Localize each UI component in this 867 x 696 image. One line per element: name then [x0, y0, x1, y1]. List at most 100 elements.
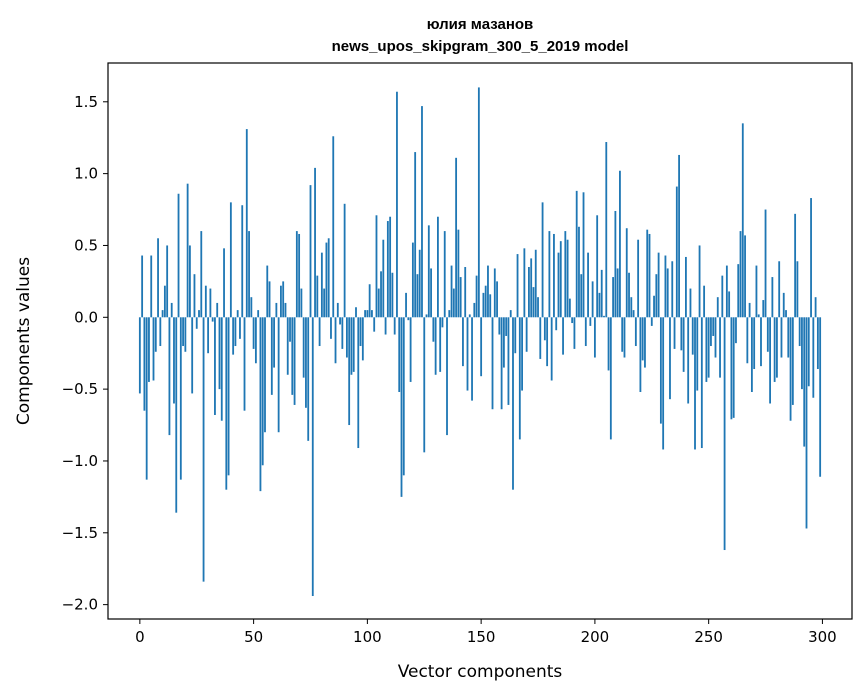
bar [671, 261, 674, 318]
bar [502, 317, 505, 368]
bar [166, 245, 169, 318]
bar [778, 261, 781, 318]
bar [662, 317, 665, 450]
bar [735, 317, 737, 344]
bar [776, 317, 778, 378]
bar [678, 154, 680, 318]
y-tick-label: 0.0 [74, 308, 98, 326]
bar [350, 317, 353, 375]
bar [609, 317, 612, 440]
bar [352, 317, 355, 372]
bar [421, 106, 423, 318]
bar [573, 317, 576, 349]
bar [364, 310, 367, 318]
bar [273, 317, 275, 368]
bar [773, 317, 776, 382]
bar [175, 317, 178, 513]
bar [307, 317, 310, 441]
bar [571, 317, 574, 324]
bar [138, 317, 141, 394]
bar [323, 288, 326, 318]
bar [814, 297, 817, 318]
bar [361, 317, 364, 361]
bar [675, 186, 678, 318]
bar [261, 317, 264, 466]
bar [475, 275, 478, 318]
bar [812, 317, 815, 398]
x-tick-label: 300 [808, 628, 837, 646]
bar [252, 317, 255, 349]
bar [282, 281, 285, 318]
bar [375, 215, 378, 318]
bar [336, 302, 339, 318]
bar [589, 317, 592, 326]
bar [764, 209, 767, 318]
bar [466, 317, 469, 391]
bar [200, 231, 203, 318]
bar [455, 157, 458, 318]
bar [405, 292, 407, 318]
bar [803, 317, 806, 447]
bar [496, 281, 498, 318]
bar [753, 317, 756, 370]
bar [170, 302, 173, 318]
bar [500, 317, 503, 410]
bar [719, 317, 721, 378]
bar [691, 317, 694, 355]
bar [248, 231, 250, 318]
bar [284, 302, 287, 318]
bar [525, 317, 528, 352]
bar [243, 317, 246, 411]
x-tick-label: 100 [353, 628, 382, 646]
y-tick-label: −1.0 [62, 452, 98, 470]
bar [553, 233, 555, 318]
bar [254, 317, 257, 364]
bar [537, 297, 539, 318]
bar [739, 231, 742, 318]
bar [402, 317, 405, 476]
bar [584, 317, 587, 347]
bar [516, 254, 519, 318]
bar [368, 284, 371, 318]
bar [311, 317, 314, 597]
bar [348, 317, 351, 426]
bar [614, 210, 617, 318]
bar [782, 292, 785, 318]
bar [236, 310, 239, 318]
bar [482, 292, 485, 318]
bar [152, 317, 155, 381]
bar [330, 317, 332, 339]
bar [741, 123, 744, 318]
bar [234, 317, 237, 347]
bar [528, 267, 530, 318]
bar [159, 317, 162, 347]
bar [423, 317, 426, 453]
bar [555, 317, 558, 331]
bar [641, 317, 644, 361]
bar [293, 317, 296, 405]
bar [669, 317, 671, 400]
bar [566, 239, 569, 318]
bar [591, 281, 594, 318]
x-axis: 0 50 100 150 200 250 300 [135, 619, 837, 646]
bar [227, 317, 230, 476]
bar [186, 183, 189, 318]
bar [411, 242, 414, 318]
bar [628, 272, 630, 318]
bar [289, 317, 291, 342]
bar [548, 231, 551, 318]
bar [673, 317, 676, 349]
bar [355, 307, 357, 318]
bar [587, 252, 589, 318]
y-tick-label: −2.0 [62, 596, 98, 614]
bar [760, 317, 762, 367]
bar [648, 233, 651, 318]
bar [666, 268, 669, 318]
bar [559, 241, 562, 318]
bar [568, 298, 571, 318]
bar [605, 142, 608, 318]
bar [680, 317, 683, 351]
bar [477, 87, 480, 318]
x-tick-label: 0 [135, 628, 145, 646]
bar [632, 310, 635, 318]
